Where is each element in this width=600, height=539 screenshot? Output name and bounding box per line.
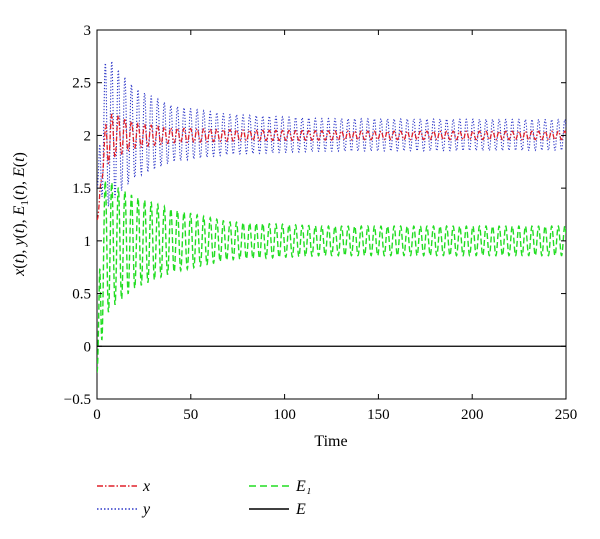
legend-label-e1: E₁ xyxy=(295,478,311,495)
series-line-e1 xyxy=(97,178,566,373)
y-tick-label: 2.5 xyxy=(72,76,91,92)
legend: x y E₁ E xyxy=(97,478,311,518)
y-tick-label: 1 xyxy=(84,234,92,250)
legend-entry-e1: E₁ xyxy=(249,478,311,495)
legend-label-y: y xyxy=(141,501,151,518)
legend-entry-y: y xyxy=(97,501,151,518)
y-tick-label: 1.5 xyxy=(72,181,91,197)
x-axis-title: Time xyxy=(314,433,347,450)
y-axis-title: x(t), y(t), E1(t), E(t) xyxy=(11,152,31,277)
x-tick-label: 150 xyxy=(367,407,390,423)
y-tick-label: 3 xyxy=(84,23,92,39)
legend-label-e: E xyxy=(295,501,306,518)
legend-label-x: x xyxy=(142,478,150,495)
legend-entry-e: E xyxy=(249,501,306,518)
series-layer xyxy=(97,60,566,373)
y-tick-label: 2 xyxy=(84,128,92,144)
y-tick-label: 0.5 xyxy=(72,287,91,303)
y-axis: −0.5 0 0.5 1 1.5 2 2.5 3 xyxy=(64,23,566,408)
x-tick-label: 50 xyxy=(183,407,198,423)
series-line-y xyxy=(97,60,566,207)
x-tick-label: 250 xyxy=(555,407,578,423)
plot-area xyxy=(96,29,567,400)
series-line-x xyxy=(97,113,566,221)
x-tick-label: 100 xyxy=(273,407,296,423)
y-tick-label: 0 xyxy=(84,339,92,355)
legend-entry-x: x xyxy=(97,478,150,495)
x-tick-label: 200 xyxy=(461,407,484,423)
x-axis: 0 50 100 150 200 250 xyxy=(93,30,577,423)
y-tick-label: −0.5 xyxy=(64,392,91,408)
x-tick-label: 0 xyxy=(93,407,101,423)
